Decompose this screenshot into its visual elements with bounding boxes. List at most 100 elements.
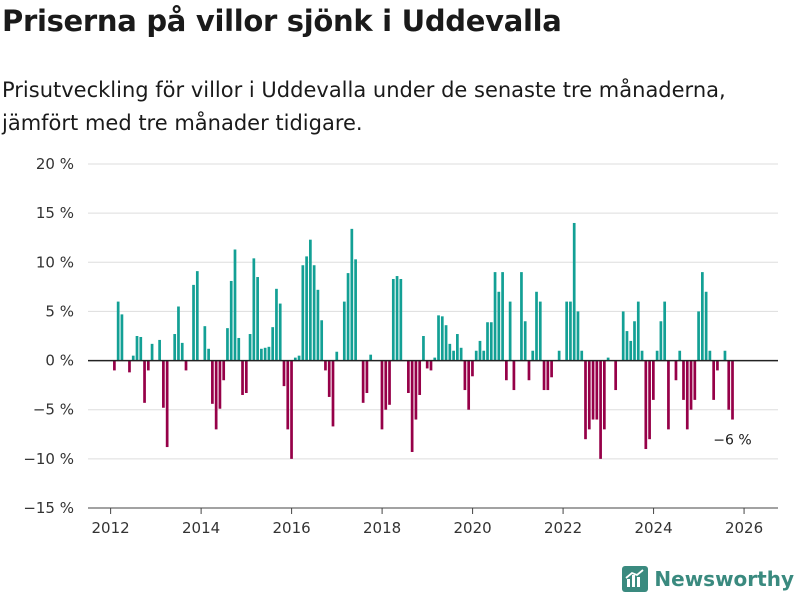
bar	[482, 350, 486, 361]
bar	[512, 360, 516, 391]
bar	[388, 360, 391, 405]
bar	[633, 321, 636, 361]
bar	[701, 272, 704, 361]
bar	[569, 301, 572, 361]
bar	[716, 360, 719, 371]
bar	[542, 360, 546, 391]
grid-lines	[88, 163, 778, 509]
bar	[697, 311, 700, 361]
bar	[471, 360, 474, 377]
bar	[278, 303, 282, 361]
bar	[520, 272, 523, 361]
bar	[399, 278, 403, 361]
bar	[226, 328, 229, 361]
bar	[263, 347, 267, 361]
y-tick-label: −10 %	[23, 450, 74, 468]
bar	[497, 291, 501, 361]
bar	[467, 360, 471, 410]
bar	[731, 360, 734, 420]
bar	[595, 360, 599, 420]
bar	[456, 334, 459, 361]
bar	[297, 355, 301, 361]
bar	[135, 336, 139, 361]
bar	[640, 350, 644, 361]
bar	[606, 357, 610, 361]
bar	[523, 321, 527, 361]
bar	[244, 360, 248, 393]
bar	[395, 276, 399, 361]
bar	[535, 291, 538, 361]
bar	[425, 360, 429, 369]
bar	[621, 311, 625, 361]
bar	[267, 346, 271, 361]
y-tick-label: 0 %	[45, 352, 74, 370]
y-tick-label: 15 %	[36, 204, 74, 222]
bar	[350, 228, 354, 361]
bar	[131, 355, 135, 361]
bar	[162, 360, 165, 408]
bar	[286, 360, 290, 430]
bar	[437, 315, 440, 361]
bar	[659, 321, 663, 361]
bar	[636, 301, 640, 361]
bar	[493, 272, 497, 361]
bar	[440, 316, 444, 361]
bar	[614, 360, 618, 391]
bar	[173, 334, 177, 361]
bar	[444, 325, 448, 361]
brand-name: Newsworthy	[654, 567, 794, 591]
bar	[505, 360, 508, 381]
x-axis: 2012 2014 2016 2018 2020 2022 2024 2026	[88, 507, 778, 537]
bar	[316, 289, 320, 361]
bar	[652, 360, 655, 400]
bar	[222, 360, 226, 381]
bar	[342, 301, 346, 361]
bar	[489, 322, 493, 361]
bar	[508, 301, 512, 361]
y-tick-label: −15 %	[23, 499, 74, 517]
bar	[407, 360, 410, 393]
newsworthy-logo-icon	[622, 566, 649, 592]
bar	[648, 360, 651, 440]
bar	[260, 348, 263, 361]
bar	[237, 337, 241, 361]
bar	[207, 348, 210, 361]
bar	[177, 306, 180, 361]
chart-title: Priserna på villor sjönk i Uddevalla	[2, 4, 562, 38]
bar	[143, 360, 146, 403]
bar	[301, 265, 305, 361]
bar	[195, 271, 199, 361]
bar	[463, 360, 467, 391]
bar	[682, 360, 685, 400]
bar	[113, 360, 116, 371]
bar	[723, 350, 727, 361]
bar	[410, 360, 414, 452]
bar	[211, 360, 214, 404]
bar	[305, 256, 308, 361]
bar	[527, 360, 531, 381]
bar	[309, 239, 312, 361]
bar	[708, 350, 712, 361]
bar	[252, 258, 256, 361]
bar	[429, 360, 433, 371]
bar	[320, 320, 324, 361]
bar	[704, 291, 708, 361]
bar	[667, 360, 670, 430]
bar	[128, 360, 131, 373]
bar	[433, 357, 437, 361]
bar	[275, 288, 278, 361]
bar	[139, 336, 143, 361]
chart-subtitle: Prisutveckling för villor i Uddevalla un…	[2, 78, 726, 135]
bar	[391, 278, 395, 361]
bar	[674, 360, 678, 381]
bar	[256, 277, 259, 361]
bar	[557, 350, 561, 361]
bar	[293, 357, 297, 361]
bar	[474, 350, 478, 361]
bar	[486, 322, 489, 361]
bar	[120, 314, 124, 361]
bar	[369, 354, 373, 361]
bar	[116, 301, 120, 361]
bar	[214, 360, 218, 430]
